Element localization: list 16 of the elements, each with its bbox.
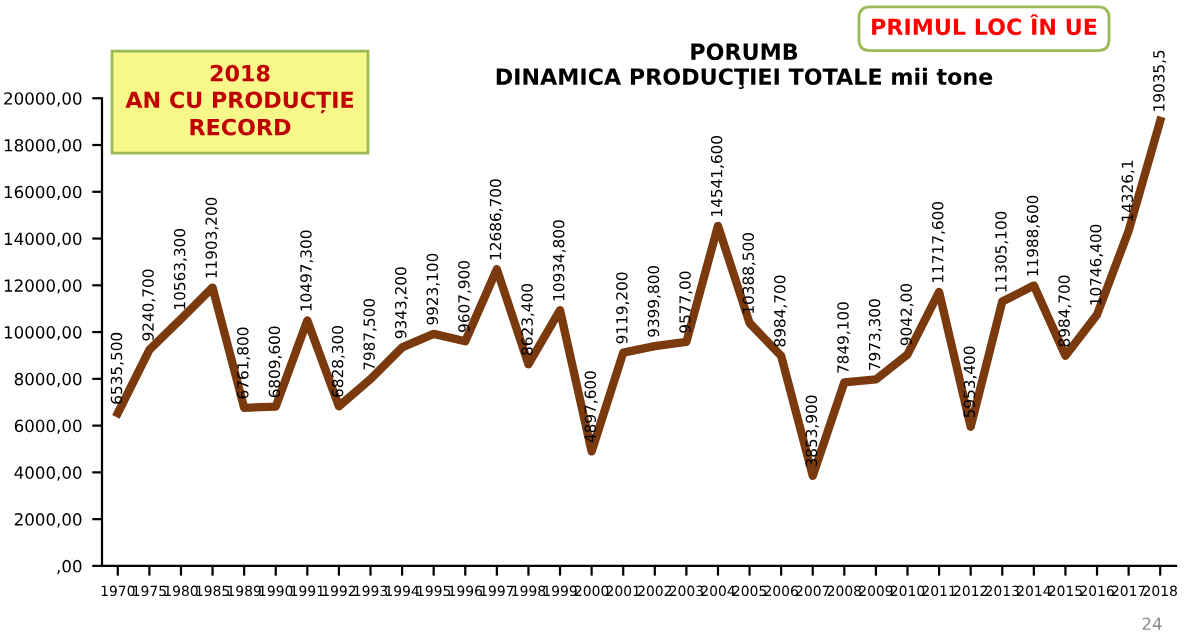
y-tick-label: 8000,00 bbox=[14, 372, 82, 388]
y-tick-label: 2000,00 bbox=[14, 513, 82, 528]
y-tick-label: 18000,00 bbox=[4, 138, 82, 154]
y-tick-label: 4000,00 bbox=[14, 466, 82, 481]
line-series bbox=[113, 116, 1165, 480]
y-tick-label: 12000,00 bbox=[4, 279, 82, 294]
y-tick-label: 16000,00 bbox=[4, 185, 82, 201]
y-tick-label: ,00 bbox=[57, 559, 82, 575]
y-tick-label: 14000,00 bbox=[4, 232, 82, 247]
y-tick-label: 6000,00 bbox=[14, 419, 82, 434]
chart-title: PORUMB DINAMICA PRODUCŢIEI TOTALE mii tone bbox=[496, 43, 993, 90]
annotation: 2018 AN CU PRODUCȚIE RECORD bbox=[125, 64, 354, 136]
text: 24 bbox=[1142, 617, 1162, 630]
text: PRIMUL LOC ÎN UE bbox=[872, 14, 1097, 36]
y-tick-label: 10000,00 bbox=[4, 326, 82, 341]
y-tick-label: 20000,00 bbox=[4, 92, 82, 107]
